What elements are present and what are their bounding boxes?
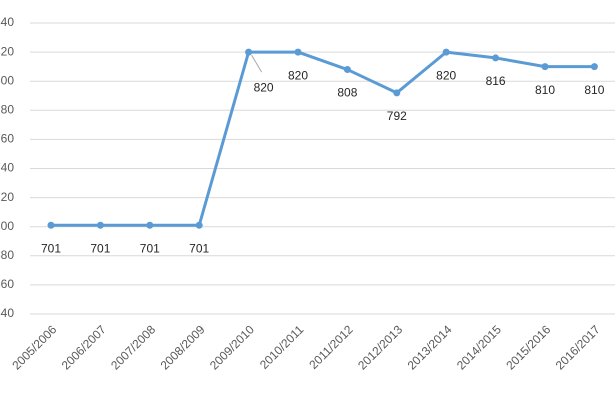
y-tick-label: 680: [0, 248, 14, 262]
data-label: 792: [387, 109, 407, 123]
x-tick-label: 2016/2017: [553, 322, 603, 372]
y-tick-label: 720: [0, 190, 14, 204]
point: [146, 221, 154, 229]
y-tick-label: 820: [0, 44, 14, 58]
x-tick-label: 2007/2008: [108, 322, 158, 372]
x-tick-label: 2012/2013: [355, 322, 405, 372]
point: [590, 63, 598, 71]
x-tick-label: 2005/2006: [9, 322, 59, 372]
y-tick-label: 640: [0, 306, 14, 320]
point: [343, 66, 351, 74]
point: [393, 89, 401, 97]
data-label: 701: [189, 241, 209, 255]
point: [245, 48, 253, 56]
point: [492, 54, 500, 62]
x-tick-label: 2008/2009: [158, 322, 208, 372]
y-tick-label: 800: [0, 73, 14, 87]
y-tick-label: 660: [0, 277, 14, 291]
leader-line: [251, 54, 263, 73]
data-label: 810: [535, 83, 555, 97]
series-line: [51, 50, 595, 227]
x-tick-label: 2006/2007: [59, 322, 109, 372]
point: [541, 63, 549, 71]
data-label: 701: [90, 241, 110, 255]
y-tick-label: 840: [0, 15, 14, 29]
data-label: 820: [288, 68, 308, 82]
x-tick-label: 2009/2010: [207, 322, 257, 372]
data-label: 701: [140, 241, 160, 255]
y-tick-label: 760: [0, 132, 14, 146]
x-tick-label: 2015/2016: [503, 322, 553, 372]
point: [47, 221, 55, 229]
x-tick-label: 2010/2011: [257, 322, 307, 372]
x-tick-label: 2014/2015: [454, 322, 504, 372]
data-label: 820: [436, 68, 456, 82]
data-label: 808: [337, 86, 357, 100]
point: [96, 221, 104, 229]
point: [195, 221, 203, 229]
x-tick-label: 2011/2012: [306, 322, 356, 372]
data-label: 701: [41, 241, 61, 255]
data-label: 816: [486, 74, 506, 88]
y-tick-label: 740: [0, 161, 14, 175]
data-label: 820: [254, 80, 274, 94]
x-tick-label: 2013/2014: [405, 322, 455, 372]
y-tick-label: 780: [0, 102, 14, 116]
y-tick-label: 700: [0, 219, 14, 233]
point: [294, 48, 302, 56]
point: [442, 48, 450, 56]
data-label: 810: [584, 83, 604, 97]
